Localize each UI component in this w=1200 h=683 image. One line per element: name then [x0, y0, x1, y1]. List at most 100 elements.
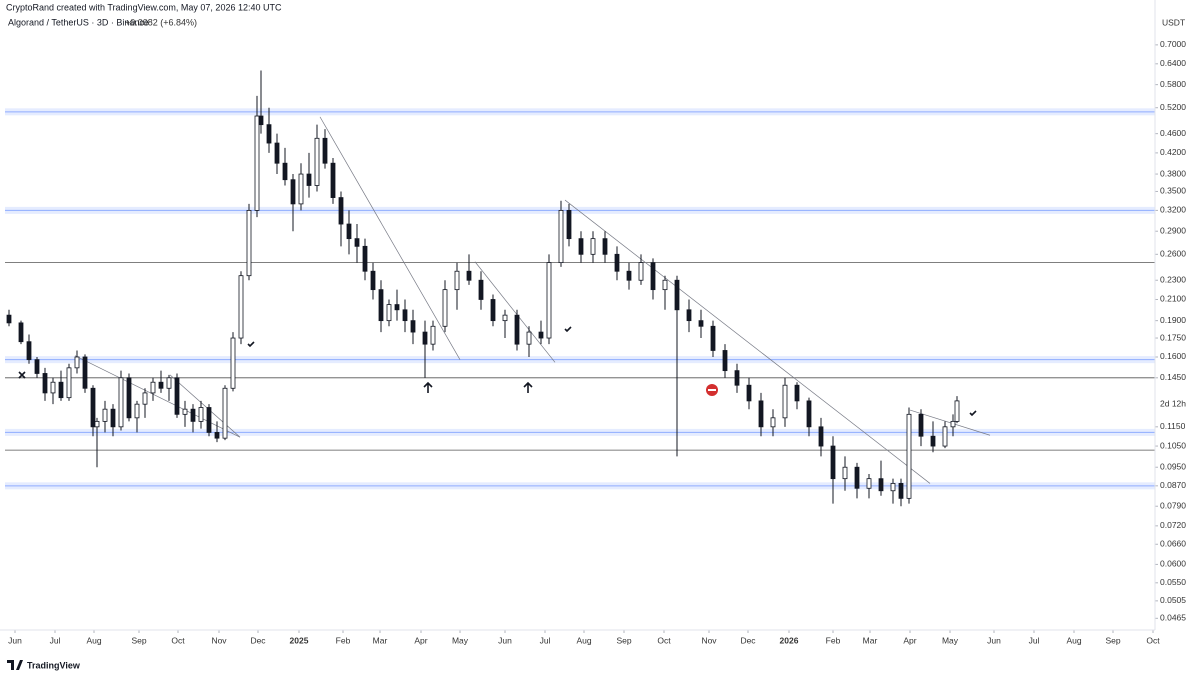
y-tick-label: 0.7000 — [1160, 39, 1186, 49]
candle-body — [118, 377, 124, 428]
candle-body — [490, 299, 496, 322]
candle-body — [42, 373, 48, 394]
candle-body — [842, 466, 848, 480]
candle-body — [526, 331, 532, 345]
y-tick-label: 0.0505 — [1160, 595, 1186, 605]
x-tick-label: Dec — [740, 635, 756, 645]
y-tick-label: 0.0870 — [1160, 480, 1186, 490]
y-tick-label: 0.5800 — [1160, 79, 1186, 89]
change: +0.0082 (+6.84%) — [125, 17, 197, 27]
candle-body — [942, 426, 948, 447]
y-tick-label: 0.1050 — [1160, 440, 1186, 450]
candle-body — [590, 238, 596, 255]
x-tick-label: Aug — [86, 635, 101, 645]
candle-body — [758, 400, 764, 428]
candle-body — [930, 435, 936, 447]
x-tick-label: Oct — [171, 635, 185, 645]
candle-body — [378, 289, 384, 322]
y-tick-label: 0.1900 — [1160, 315, 1186, 325]
stop-marker-bar — [708, 389, 716, 391]
x-tick-label: Nov — [211, 635, 227, 645]
candle-body — [662, 279, 668, 291]
x-tick-label: Mar — [863, 635, 878, 645]
x-tick-label: Jul — [1029, 635, 1040, 645]
candle-body — [346, 223, 352, 240]
candle-body — [686, 309, 692, 322]
candle-body — [182, 408, 188, 415]
brand-name: TradingView — [27, 660, 81, 670]
candle-body — [354, 238, 360, 247]
candle-body — [854, 466, 860, 489]
trendline — [74, 355, 241, 438]
candle-body — [954, 400, 960, 422]
candle-body — [782, 384, 788, 419]
y-tick-label: 0.2100 — [1160, 294, 1186, 304]
candle-body — [650, 262, 656, 291]
x-tick-label: 2025 — [290, 635, 309, 645]
candle-body — [558, 210, 564, 264]
y-tick-label: 0.3500 — [1160, 186, 1186, 196]
x-tick-label: Dec — [250, 635, 266, 645]
candle-body — [698, 320, 704, 327]
candle-body — [298, 173, 304, 205]
candle-body — [198, 407, 204, 422]
candle-body — [746, 384, 752, 402]
x-tick-label: Apr — [903, 635, 916, 645]
candle-body — [222, 387, 228, 439]
y-tick-label: 0.2300 — [1160, 274, 1186, 284]
x-tick-label: Apr — [414, 635, 427, 645]
candle-body — [254, 115, 260, 211]
symbol-title: Algorand / TetherUS · 3D · Binance — [8, 17, 149, 27]
trendline — [564, 199, 931, 484]
annotations — [18, 326, 977, 417]
x-tick-label: Jun — [498, 635, 512, 645]
candle-body — [578, 238, 584, 255]
x-tick-label: Oct — [1146, 635, 1160, 645]
candle-body — [602, 238, 608, 255]
countdown: 2d 12h — [1160, 398, 1186, 408]
x-tick-label: Sep — [1105, 635, 1120, 645]
candle-body — [818, 426, 824, 447]
candle-body — [142, 392, 148, 405]
candle-body — [918, 413, 924, 437]
candle-body — [878, 478, 884, 492]
candle-body — [126, 377, 132, 419]
brand-logo: TradingView — [7, 660, 81, 670]
candle-body — [898, 483, 904, 499]
support-zone — [5, 356, 1155, 364]
candle-body — [322, 137, 328, 164]
candle-body — [794, 384, 800, 402]
candle-body — [306, 173, 312, 186]
candle-body — [430, 325, 436, 345]
candle-body — [74, 356, 80, 369]
candle-body — [362, 245, 368, 272]
candle-body — [806, 400, 812, 428]
candle-body — [290, 179, 296, 205]
x-tick-label: 2026 — [780, 635, 799, 645]
candle-layer — [6, 70, 960, 507]
candle-body — [66, 367, 72, 399]
candle-body — [370, 270, 376, 291]
candle-body — [26, 341, 32, 361]
brand-icon — [7, 660, 23, 670]
check-marker — [969, 410, 977, 417]
candle-body — [166, 377, 172, 389]
x-tick-label: Mar — [373, 635, 388, 645]
candle-body — [34, 359, 40, 374]
candle-body — [246, 210, 252, 277]
candle-body — [442, 289, 448, 327]
candle-body — [626, 270, 632, 281]
candle-body — [638, 262, 644, 281]
credit: CryptoRand created with TradingView.com,… — [6, 2, 282, 12]
candle-body — [82, 356, 88, 389]
candle-body — [394, 304, 400, 311]
candle-body — [770, 417, 776, 428]
candle-body — [282, 162, 288, 181]
candle-body — [538, 331, 544, 339]
x-tick-label: May — [942, 635, 959, 645]
candle-body — [546, 262, 552, 339]
candle-body — [94, 420, 100, 428]
x-tick-label: Aug — [576, 635, 591, 645]
